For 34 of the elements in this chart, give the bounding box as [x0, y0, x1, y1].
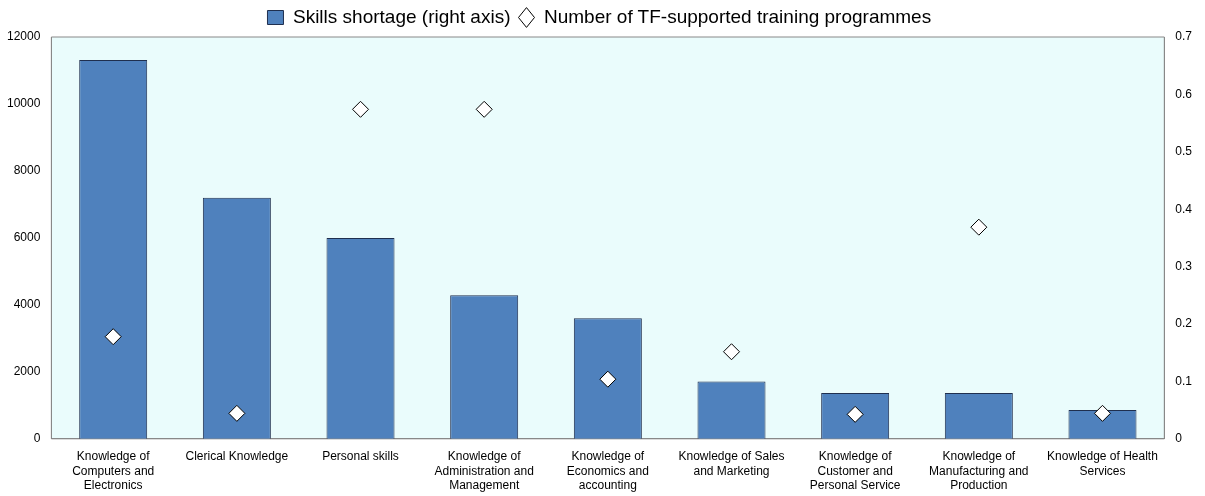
point	[723, 343, 741, 361]
point	[1093, 404, 1111, 422]
x-tick-label: Knowledge of Sales and Marketing	[678, 449, 785, 478]
y2-tick-label: 0.6	[1175, 86, 1193, 101]
point	[228, 404, 246, 422]
y-tick-label: 6000	[13, 230, 41, 245]
y2-tick-label: 0.3	[1175, 258, 1193, 273]
y-tick-label: 12000	[6, 29, 41, 44]
y-tick-label: 4000	[13, 297, 41, 312]
x-tick-label: Personal skills	[322, 449, 399, 464]
point	[599, 370, 617, 388]
y2-tick-label: 0.1	[1175, 373, 1193, 388]
x-tick-label: Knowledge of Administration and Management	[434, 449, 534, 493]
y-tick-label: 0	[33, 431, 41, 446]
x-tick-label: Knowledge of Health Services	[1047, 449, 1158, 478]
point	[970, 218, 988, 236]
x-tick-label: Knowledge of Computers and Electronics	[72, 449, 155, 493]
point	[352, 100, 370, 118]
y2-tick-label: 0.5	[1175, 144, 1193, 159]
y2-tick-label: 0.2	[1175, 316, 1193, 331]
x-tick-label: Knowledge of Manufacturing and Production	[929, 449, 1029, 493]
legend-label: Number of TF-supported training programmes	[543, 5, 932, 27]
y-tick-label: 8000	[13, 163, 41, 178]
y-tick-label: 2000	[13, 364, 41, 379]
point	[104, 328, 122, 346]
point	[475, 100, 493, 118]
y-tick-label: 10000	[6, 96, 41, 111]
y2-tick-label: 0.4	[1175, 201, 1193, 216]
x-tick-label: Clerical Knowledge	[185, 449, 289, 464]
y2-tick-label: 0.7	[1175, 29, 1193, 44]
legend-label: Skills shortage (right axis)	[292, 5, 511, 27]
x-tick-label: Knowledge of Customer and Personal Service	[809, 449, 901, 493]
y2-tick-label: 0	[1175, 431, 1183, 446]
x-tick-label: Knowledge of Economics and accounting	[566, 449, 649, 493]
